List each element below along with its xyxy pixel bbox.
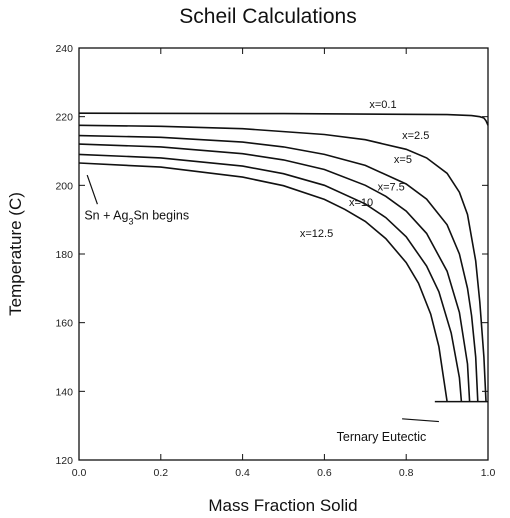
axis-ticks: 0.0 0.2 0.4 0.6 0.8 1.0 120 140 160 180 200 220 240 [55, 43, 495, 479]
series-line-5 [78, 162, 448, 402]
series-line-2 [78, 134, 479, 402]
series-label-5: x=12.5 [300, 228, 333, 240]
series-label-1: x=2.5 [402, 130, 429, 142]
y-tick-label: 120 [55, 455, 73, 467]
series-label-4: x=10 [349, 197, 373, 209]
y-tick-label: 180 [55, 249, 73, 261]
series-line-1 [78, 124, 487, 402]
series-line-0 [78, 112, 489, 126]
y-tick-label: 200 [55, 180, 73, 192]
x-tick-label: 0.8 [399, 467, 414, 479]
x-axis-label: Mass Fraction Solid [208, 496, 357, 515]
x-tick-label: 0.2 [153, 467, 168, 479]
ternary-eutectic-pointer [402, 418, 439, 423]
x-tick-label: 1.0 [481, 467, 496, 479]
y-tick-label: 160 [55, 318, 73, 330]
y-tick-label: 140 [55, 386, 73, 398]
series-label-3: x=7.5 [378, 181, 405, 193]
series-line-3 [78, 143, 471, 402]
sn-ag3sn-annotation: Sn + Ag3Sn begins [84, 209, 189, 227]
ternary-eutectic-annotation: Ternary Eutectic [337, 430, 427, 444]
sn-ag3sn-pointer [86, 174, 98, 205]
plot-frame [78, 47, 489, 461]
annotation-suffix: Sn begins [133, 209, 189, 223]
x-tick-label: 0.6 [317, 467, 332, 479]
annotation-subscript: 3 [128, 217, 133, 227]
labels-layer: x=0.1 x=2.5 x=5 x=7.5 x=10 x=12.5 Ternary Eute… [84, 99, 439, 444]
series-label-2: x=5 [394, 154, 412, 166]
series-label-0: x=0.1 [369, 99, 396, 111]
curves-layer [78, 112, 489, 403]
annotation-prefix: Sn + Ag [84, 209, 128, 223]
x-tick-label: 0.4 [235, 467, 250, 479]
chart-title: Scheil Calculations [179, 5, 356, 28]
series-line-4 [78, 153, 463, 402]
y-tick-label: 220 [55, 112, 73, 124]
y-tick-label: 240 [55, 43, 73, 55]
y-axis-label: Temperature (C) [6, 192, 25, 316]
x-tick-label: 0.0 [72, 467, 87, 479]
